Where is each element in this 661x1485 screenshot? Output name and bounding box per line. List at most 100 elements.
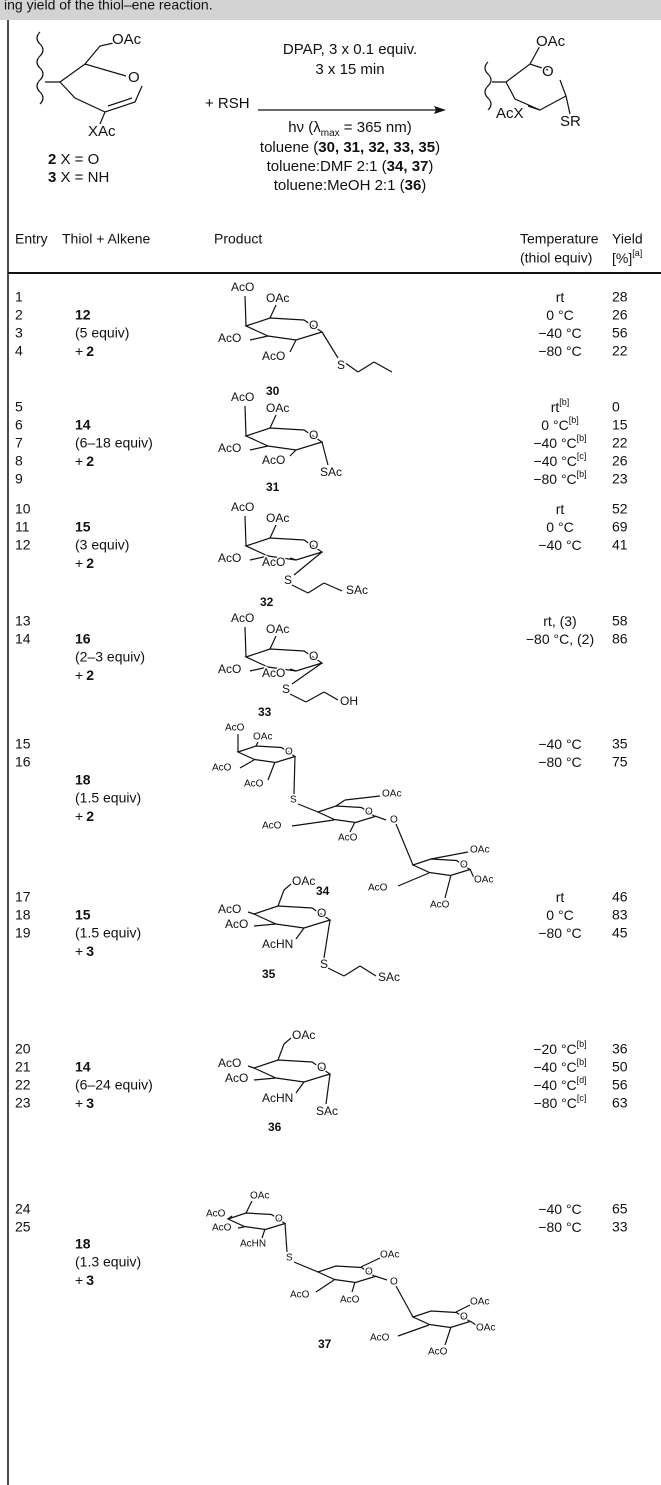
- atom-label: AcO: [262, 453, 285, 467]
- atom-label: O: [309, 538, 318, 552]
- temperature: rt: [556, 501, 565, 517]
- bond: [277, 889, 285, 907]
- compound-number: 37: [318, 1337, 332, 1351]
- bond: [343, 965, 361, 977]
- temperature: −40 °C: [538, 325, 581, 341]
- atom-label: OAc: [476, 1323, 495, 1334]
- atom-label: AcO: [231, 611, 254, 625]
- footnote-mark: [b]: [577, 433, 587, 443]
- bonds: [45, 41, 143, 125]
- bond: [321, 331, 339, 359]
- temperature-value: rt: [556, 289, 565, 305]
- alkene: +3: [75, 943, 94, 959]
- bond: [295, 927, 305, 940]
- atom-label: S: [282, 682, 290, 696]
- entry: 8: [15, 453, 23, 469]
- bond: [315, 1279, 335, 1293]
- atom-label: S: [290, 795, 297, 806]
- text-part: 3: [48, 169, 56, 186]
- yield: 69: [612, 519, 628, 535]
- compound-number: 30: [266, 384, 280, 398]
- entry: 19: [15, 925, 31, 941]
- bond: [249, 335, 269, 341]
- yield: 35: [612, 736, 628, 752]
- atom-label: O: [460, 1312, 468, 1323]
- thiol-equiv: (5 equiv): [75, 325, 129, 341]
- bond: [283, 1037, 292, 1045]
- bond: [293, 1261, 319, 1273]
- condition: toluene:DMF 2:1 (34, 37): [267, 158, 434, 175]
- bond: [249, 445, 269, 451]
- bond: [373, 361, 393, 373]
- atom-label: AcO: [231, 280, 254, 294]
- entry: 12: [15, 537, 31, 553]
- bond: [374, 815, 387, 821]
- atom-label: O: [128, 69, 140, 86]
- atom-label: AcO: [428, 1347, 448, 1358]
- temperature-value: −80 °C: [538, 343, 581, 359]
- wavy-bond: [36, 31, 44, 105]
- plus: +: [75, 943, 83, 959]
- text-part: ): [428, 158, 433, 175]
- atom-label: AcO: [231, 500, 254, 514]
- bond: [323, 691, 339, 701]
- temperature: −40 °C[b]: [533, 433, 586, 450]
- entry: 14: [15, 631, 31, 647]
- atom-label: O: [309, 428, 318, 442]
- yield: 50: [612, 1059, 628, 1075]
- footnote-mark: [c]: [577, 1093, 587, 1103]
- yield: 45: [612, 925, 628, 941]
- temperature-value: −80 °C: [533, 471, 576, 487]
- bond: [395, 823, 414, 866]
- bond: [289, 668, 297, 672]
- temperature: −40 °C[c]: [534, 451, 587, 468]
- bond: [359, 965, 377, 977]
- plus: +: [75, 343, 83, 359]
- atom-label: S: [286, 1253, 293, 1264]
- yield: 36: [612, 1041, 628, 1057]
- atom-label: AcO: [338, 833, 358, 844]
- condition: toluene (30, 31, 32, 33, 35): [260, 139, 440, 156]
- bond: [307, 582, 325, 594]
- temperature-value: 0 °C: [546, 519, 573, 535]
- bond: [289, 339, 297, 353]
- bond: [227, 1215, 233, 1220]
- temperature: −80 °C: [538, 754, 581, 770]
- temperature: −40 °C: [538, 1201, 581, 1217]
- plus: +: [75, 808, 83, 824]
- thiol-compound: 18: [75, 772, 91, 788]
- unit: [%]: [612, 250, 632, 266]
- temperature-value: −40 °C: [533, 1059, 576, 1075]
- entry: 16: [15, 754, 31, 770]
- yield: 41: [612, 537, 628, 553]
- alkene-compound: 3: [86, 943, 94, 959]
- bond: [325, 1073, 331, 1105]
- temperature: −80 °C: [538, 1219, 581, 1235]
- bond: [293, 755, 296, 795]
- atom-label: SAc: [378, 970, 400, 984]
- yield: 15: [612, 417, 628, 433]
- bond: [269, 304, 277, 319]
- compound-number: 32: [260, 595, 274, 609]
- atom-label: AcHN: [240, 1239, 266, 1250]
- temperature-value: −80 °C: [538, 1219, 581, 1235]
- bond: [469, 868, 475, 879]
- thiol-equiv: (6–18 equiv): [75, 435, 153, 451]
- atom-label: AcO: [244, 779, 264, 790]
- text-part: DPAP, 3 x 0.1 equiv.: [283, 41, 417, 58]
- atom-label: SAc: [346, 583, 368, 597]
- entry: 22: [15, 1077, 31, 1093]
- entry: 13: [15, 613, 31, 629]
- temperature-value: −40 °C: [538, 537, 581, 553]
- alkene: +2: [75, 343, 94, 359]
- bond: [269, 635, 277, 650]
- atom-label: XAc: [88, 123, 116, 140]
- alkene-compound: 2: [86, 667, 94, 683]
- temperature: −80 °C: [538, 343, 581, 359]
- alkene-compound: 2: [86, 453, 94, 469]
- atom-label: AcO: [218, 551, 241, 565]
- arrow-head: [434, 106, 446, 114]
- atom-label: OAc: [536, 33, 566, 50]
- temperature: −40 °C[b]: [533, 1057, 586, 1074]
- yield: 83: [612, 907, 628, 923]
